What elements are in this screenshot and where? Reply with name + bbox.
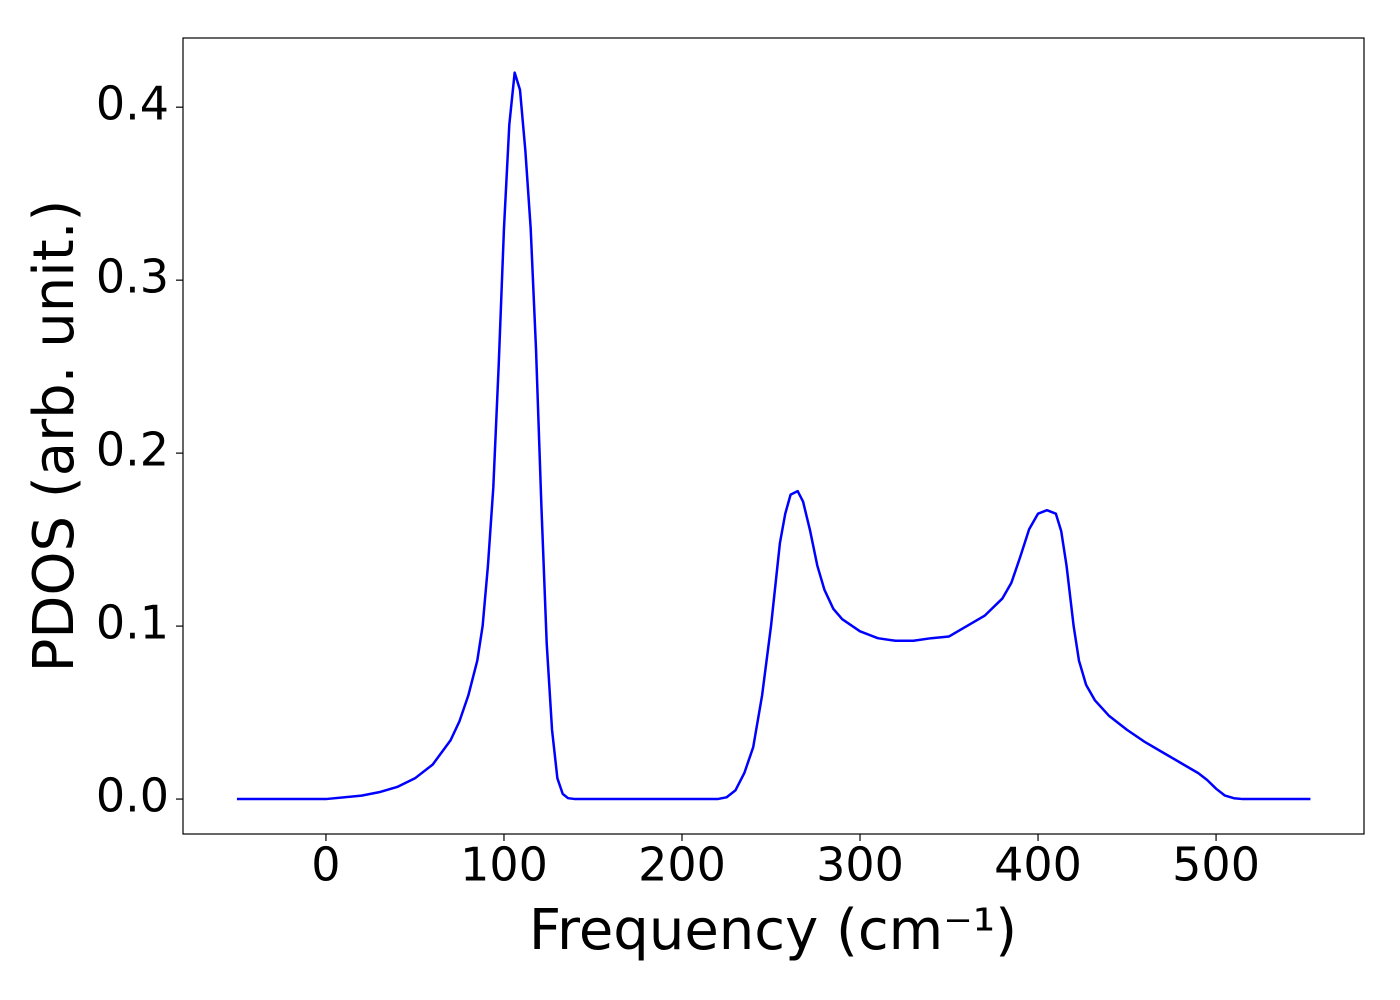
y-tick-label: 0.0 [96,769,169,823]
x-tick-label: 0 [311,838,340,892]
x-tick-label: 500 [1172,838,1260,892]
x-tick-label: 400 [994,838,1082,892]
x-tick-label: 200 [638,838,726,892]
y-tick-label: 0.1 [96,596,169,650]
plot-frame [182,37,1365,835]
x-tick-label: 300 [816,838,904,892]
y-tick-label: 0.2 [96,423,169,477]
line-series [236,71,1311,801]
x-tick-label: 100 [460,838,548,892]
y-tick-label: 0.4 [96,77,169,131]
y-tick-label: 0.3 [96,250,169,304]
y-axis-label: PDOS (arb. unit.) [22,200,87,673]
x-axis-label: Frequency (cm⁻¹) [529,898,1017,963]
